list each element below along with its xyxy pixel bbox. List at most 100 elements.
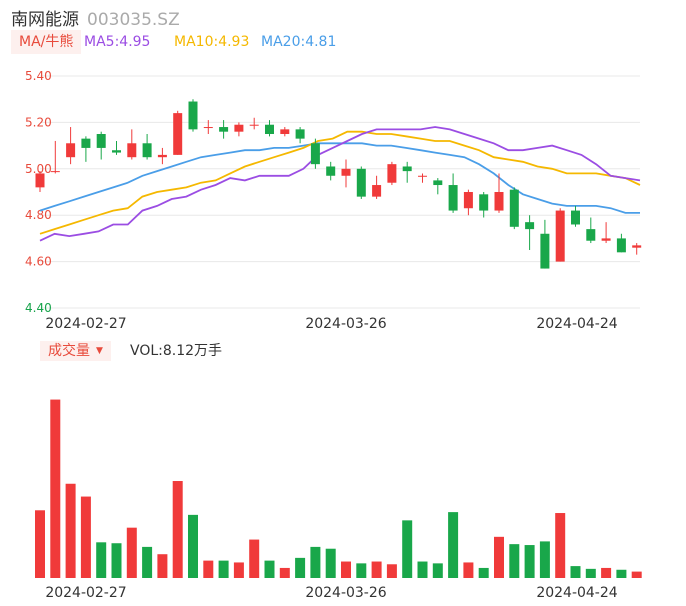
volume-bar [310,546,321,578]
candle [112,140,121,155]
volume-bar [126,527,137,578]
candle [326,161,336,181]
candle [188,99,198,132]
volume-bar [80,496,91,578]
candlestick-series [35,99,642,269]
candle [96,131,106,160]
candle-body [402,166,412,172]
price-tick-label: 5.20 [25,115,52,129]
volume-bar [96,542,107,578]
candle [265,120,274,137]
volume-bar [509,544,520,578]
candle-body [157,154,167,158]
candle [219,120,229,139]
ma20-line [39,142,640,214]
candle-body [509,189,519,227]
candle-body [249,124,259,126]
volume-bar [188,514,198,578]
candle [586,217,596,244]
volume-bar [111,543,122,578]
candle [418,173,427,183]
candle [356,166,366,199]
volume-bar [142,546,153,578]
candle-body [418,175,427,177]
candle-body [310,143,320,165]
price-tick-label: 4.40 [25,301,52,315]
candle [525,215,535,250]
ma10-value: MA10:4.93 [174,34,250,50]
volume-date-label: 2024-04-24 [536,585,617,601]
ma20-value: MA20:4.81 [261,34,337,50]
volume-bar [524,545,535,578]
candle [249,117,259,130]
volume-indicator-selector[interactable]: 成交量 ▼ [40,341,111,361]
candle [555,208,565,262]
volume-bar [65,483,76,578]
candle [203,120,213,134]
candle-body [265,124,274,134]
volume-bar [264,560,275,578]
candle [494,173,504,213]
stock-code: 003035.SZ [87,10,180,30]
candle [66,127,76,165]
candle-body [463,192,473,209]
price-date-label: 2024-03-26 [305,316,386,332]
candle-body [448,185,458,211]
volume-bar [478,567,489,578]
candle [463,189,473,216]
volume-legend: 成交量 ▼ VOL:8.12万手 [0,341,686,361]
volume-date-label: 2024-03-26 [305,585,386,601]
candle [616,233,626,253]
volume-bar [432,563,443,578]
price-tick-label: 4.60 [25,255,52,269]
candle-body [586,229,596,241]
candle-body [203,127,213,129]
candle-body [142,143,152,158]
candle-body [234,124,244,132]
candle-body [280,129,290,134]
candle [601,222,611,244]
candle [372,175,382,199]
candle [157,147,167,165]
volume-bar [386,564,397,578]
moving-average-lines [39,126,641,242]
candle-body [356,168,366,197]
candle-body [433,180,443,186]
price-grid [40,75,640,309]
volume-bar [356,563,367,578]
volume-bar-series [35,399,642,578]
volume-bar [616,569,627,578]
candle-body [173,113,183,155]
price-tick-label: 4.80 [25,208,52,222]
volume-bar [50,399,61,578]
candle [341,159,351,188]
candle [127,129,137,160]
volume-bar [218,560,229,578]
candle [280,127,290,137]
candle [142,134,152,160]
candle [540,219,550,269]
ma5-line [39,126,641,242]
candle-body [540,233,550,269]
candle-body [372,185,382,197]
volume-bar [341,561,351,578]
price-axis: 5.40 5.20 5.00 4.80 4.60 4.40 [25,69,52,315]
volume-bar [601,567,612,578]
candle-body [112,150,121,153]
ma-indicator-selector[interactable]: MA/牛熊 [11,30,82,54]
volume-bar [233,562,244,578]
price-date-label: 2024-04-24 [536,316,617,332]
candle [173,110,183,155]
volume-badge-label: 成交量 [48,343,90,359]
volume-bar [371,561,382,578]
candle [632,243,642,255]
volume-bar [570,566,581,578]
candle-body [127,143,137,158]
candle [509,187,519,230]
candle-body [219,127,229,132]
volume-bar [402,520,413,578]
candle-body [326,166,336,176]
candle [35,171,45,192]
candle-body [616,238,626,253]
